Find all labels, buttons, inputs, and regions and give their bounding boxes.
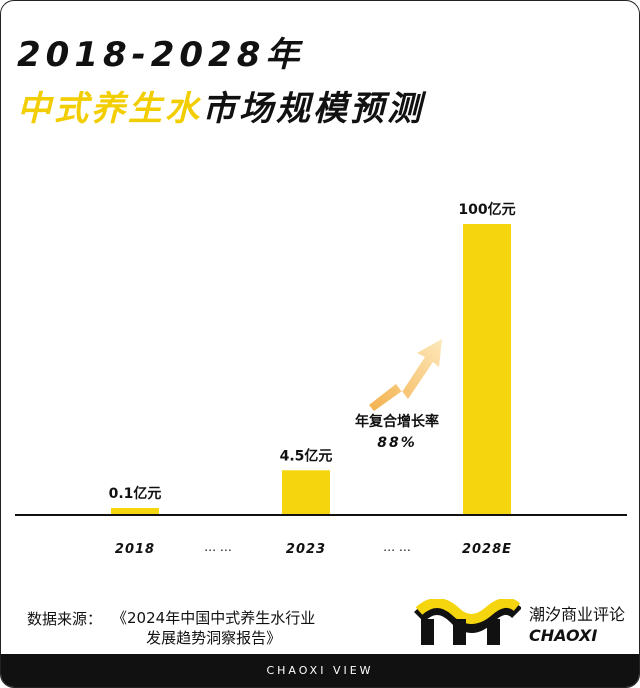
source-ref-line-1: 《2024年中国中式养生水行业 [112,609,316,627]
source-reference: 《2024年中国中式养生水行业 发展趋势洞察报告》 [112,608,315,648]
data-source: 数据来源： 《2024年中国中式养生水行业 发展趋势洞察报告》 [27,608,315,648]
title-line-1: 2018-2028年 [17,35,305,75]
brand-english-name: CHAOXI [529,626,598,645]
bar-2028E [463,224,511,514]
category-label-2023: 2023 [286,542,326,557]
cagr-label: 年复合增长率 [355,413,439,430]
ellipsis-label: … … [204,540,232,554]
brand-logo-icon [414,599,521,645]
bar-2018 [111,508,159,514]
source-ref-line-2: 发展趋势洞察报告》 [146,629,282,647]
category-label-2028E: 2028E [462,542,512,557]
brand-chinese-name: 潮汐商业评论 [529,605,626,624]
footer-bar: CHAOXI VIEW [1,654,639,687]
cagr-value: 88% [377,435,417,451]
ellipsis-label: … … [383,540,411,554]
value-label-2028E: 100亿元 [458,201,515,218]
source-label: 数据来源： [27,610,103,628]
bar-2023 [282,470,330,514]
growth-arrow-icon [369,339,442,411]
title-rest: 市场规模预测 [202,89,424,129]
value-label-2023: 4.5亿元 [280,447,333,464]
title-line-2: 中式养生水市场规模预测 [17,81,424,130]
bar-chart: 0.1亿元 2018 4.5亿元 2023 100亿元 2028E … … … … 年复合增长… [15,201,627,557]
category-label-2018: 2018 [115,542,155,557]
title-highlight: 中式养生水 [17,89,202,129]
value-label-2018: 0.1亿元 [109,485,162,502]
